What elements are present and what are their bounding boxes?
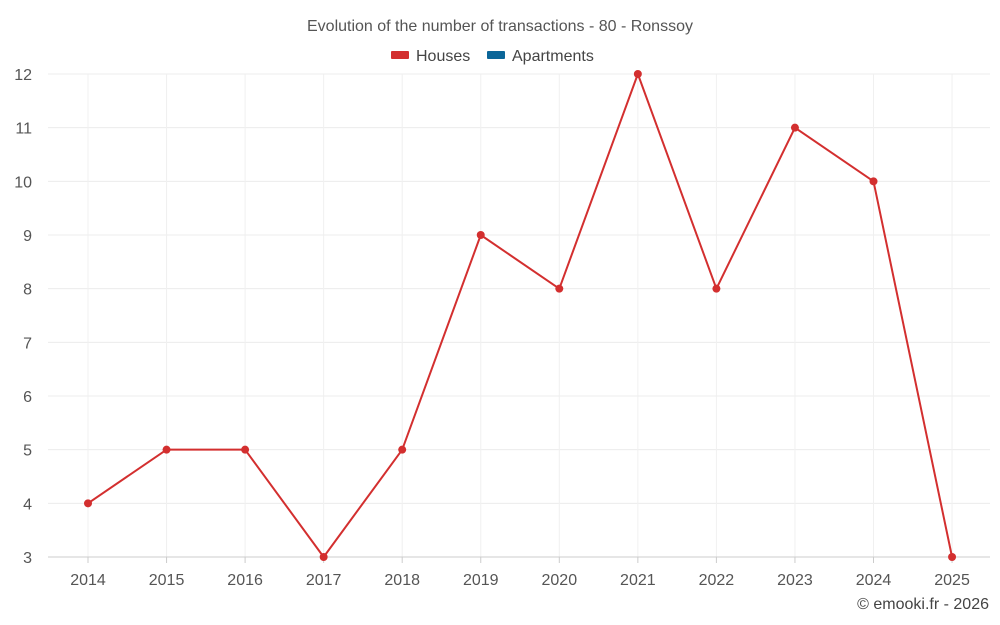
y-tick-label: 10: [14, 174, 32, 191]
x-tick-label: 2014: [70, 572, 106, 589]
legend-label-houses: Houses: [416, 48, 470, 65]
chart-title: Evolution of the number of transactions …: [307, 18, 693, 35]
x-tick-label: 2018: [384, 572, 420, 589]
houses-point-2016[interactable]: [241, 445, 250, 454]
credit-text: © emooki.fr - 2026: [857, 596, 989, 613]
legend-swatch-houses: [391, 51, 409, 59]
houses-point-2020[interactable]: [555, 284, 564, 293]
x-tick-label: 2016: [227, 572, 263, 589]
x-tick-label: 2019: [463, 572, 499, 589]
x-tick-label: 2021: [620, 572, 656, 589]
x-tick-label: 2024: [856, 572, 892, 589]
houses-point-2025[interactable]: [948, 553, 957, 561]
legend-swatch-apartments: [487, 51, 505, 59]
houses-point-2015[interactable]: [162, 445, 171, 454]
axes: 3 4 5 6 7 8 9 10 11 12 2014 2015 2016 2017 2018 2019 202…: [14, 67, 990, 589]
houses-point-2019[interactable]: [476, 231, 485, 239]
y-tick-label: 4: [23, 496, 32, 513]
series-houses: [84, 70, 957, 561]
houses-point-2023[interactable]: [790, 123, 799, 132]
legend: Houses Apartments: [391, 48, 594, 65]
houses-point-2017[interactable]: [319, 553, 328, 561]
x-tick-label: 2017: [306, 572, 342, 589]
x-tick-label: 2025: [934, 572, 970, 589]
legend-item-houses[interactable]: Houses: [391, 48, 470, 65]
legend-item-apartments[interactable]: Apartments: [487, 48, 594, 65]
x-tick-label: 2022: [699, 572, 735, 589]
houses-line: [87, 73, 954, 558]
legend-label-apartments: Apartments: [512, 48, 594, 65]
houses-point-2022[interactable]: [712, 284, 721, 293]
x-tick-label: 2015: [149, 572, 185, 589]
y-tick-label: 9: [23, 228, 32, 245]
y-tick-label: 11: [15, 121, 32, 138]
houses-point-2014[interactable]: [84, 499, 92, 508]
x-tick-label: 2023: [777, 572, 813, 589]
houses-point-2021[interactable]: [633, 70, 642, 78]
y-tick-label: 6: [23, 389, 32, 406]
houses-point-2018[interactable]: [398, 445, 407, 454]
y-tick-label: 3: [23, 550, 32, 567]
y-tick-label: 12: [14, 67, 32, 84]
y-tick-label: 8: [23, 282, 32, 299]
houses-point-2024[interactable]: [869, 177, 878, 186]
y-tick-label: 5: [23, 443, 32, 460]
grid: [48, 73, 990, 558]
y-tick-label: 7: [23, 335, 32, 352]
x-tick-label: 2020: [542, 572, 578, 589]
